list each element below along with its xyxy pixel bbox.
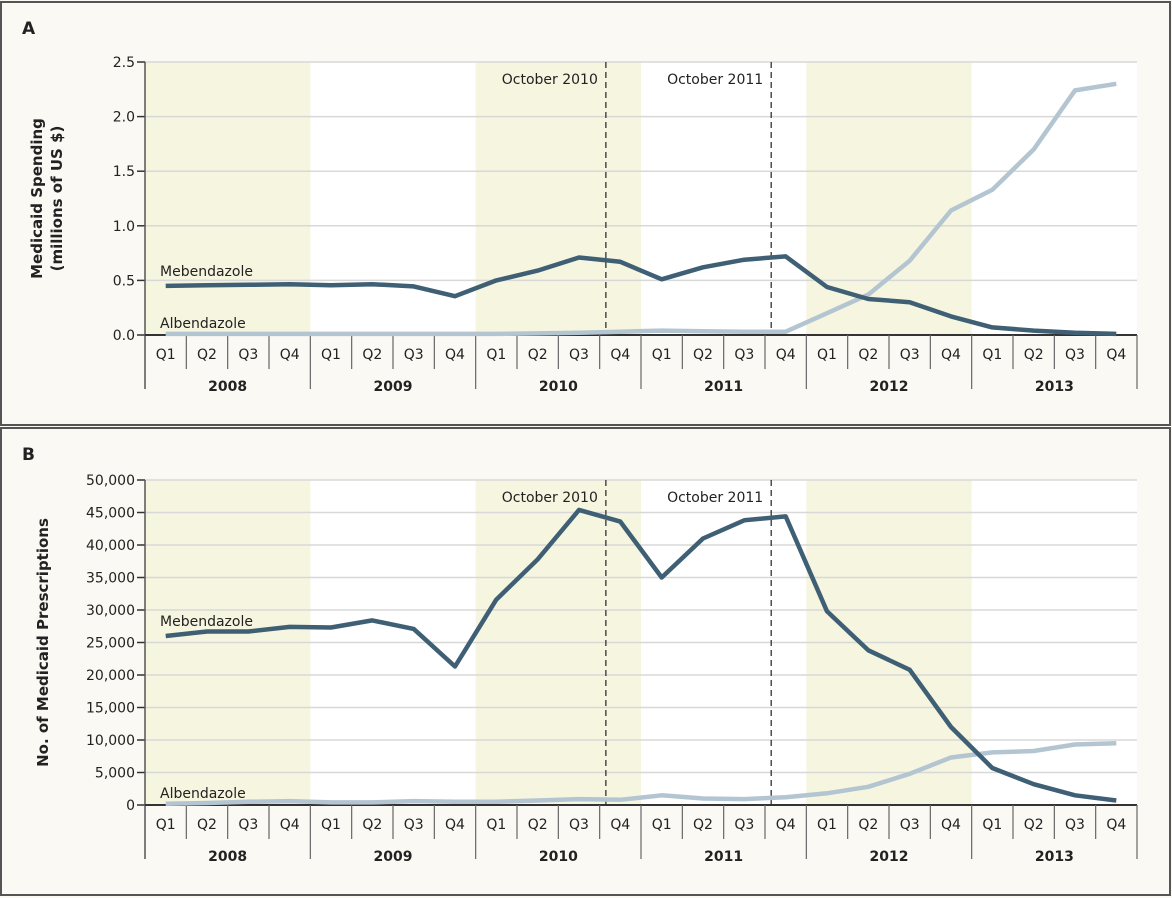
quarter-label: Q1 [982,347,1002,363]
quarter-label: Q2 [528,347,548,363]
series-label-albendazole: Albendazole [160,316,246,332]
quarter-label: Q4 [776,817,796,833]
quarter-label: Q3 [1065,347,1085,363]
quarter-label: Q2 [362,347,382,363]
year-label: 2013 [1035,379,1074,395]
y-tick-label: 25,000 [86,636,135,652]
quarter-label: Q2 [1024,817,1044,833]
quarter-label: Q1 [321,817,341,833]
quarter-label: Q2 [528,817,548,833]
year-label: 2008 [208,379,247,395]
event-label: October 2011 [667,72,763,88]
year-band [806,62,972,335]
quarter-label: Q3 [404,817,424,833]
quarter-label: Q3 [238,817,258,833]
quarter-label: Q3 [1065,817,1085,833]
series-line-albendazole [165,741,1117,806]
y-tick-label: 5,000 [95,766,135,782]
y-tick-label: 2.5 [113,55,135,71]
quarter-label: Q1 [817,347,837,363]
y-tick-label: 40,000 [86,538,135,554]
quarter-label: Q4 [445,347,465,363]
y-tick-label: 1.0 [113,219,135,235]
y-axis-label: (millions of US $) [48,126,66,272]
quarter-label: Q2 [197,817,217,833]
y-tick-label: 50,000 [86,473,135,489]
y-tick-label: 35,000 [86,571,135,587]
event-label: October 2010 [502,490,598,506]
year-label: 2012 [870,379,909,395]
quarter-label: Q4 [1106,817,1126,833]
y-tick-label: 45,000 [86,506,135,522]
quarter-label: Q2 [858,817,878,833]
quarter-label: Q2 [362,817,382,833]
quarter-label: Q1 [156,347,176,363]
quarter-label: Q4 [610,347,630,363]
quarter-label: Q1 [486,817,506,833]
year-label: 2013 [1035,849,1074,865]
y-tick-label: 20,000 [86,668,135,684]
quarter-label: Q4 [280,817,300,833]
series-line-mebendazole [165,507,1117,803]
y-tick-label: 30,000 [86,603,135,619]
quarter-label: Q2 [693,817,713,833]
quarter-label: Q4 [941,817,961,833]
quarter-label: Q3 [734,347,754,363]
panel-label: B [22,445,35,465]
year-label: 2011 [704,849,743,865]
event-label: October 2011 [667,490,763,506]
year-label: 2009 [374,849,413,865]
quarter-label: Q4 [776,347,796,363]
y-axis-label: No. of Medicaid Prescriptions [34,518,52,767]
y-tick-label: 1.5 [113,164,135,180]
quarter-label: Q3 [734,817,754,833]
year-label: 2010 [539,379,578,395]
year-label: 2011 [704,379,743,395]
y-tick-label: 0.0 [113,328,135,344]
quarter-label: Q4 [280,347,300,363]
year-label: 2012 [870,849,909,865]
quarter-label: Q3 [238,347,258,363]
quarter-label: Q3 [900,347,920,363]
y-axis-label: Medicaid Spending [28,118,46,279]
quarter-label: Q1 [652,817,672,833]
year-label: 2009 [374,379,413,395]
quarter-label: Q3 [569,817,589,833]
y-tick-label: 0 [126,798,135,814]
year-label: 2010 [539,849,578,865]
quarter-label: Q1 [982,817,1002,833]
quarter-label: Q3 [569,347,589,363]
y-tick-label: 10,000 [86,733,135,749]
quarter-label: Q4 [610,817,630,833]
year-band [475,62,641,335]
quarter-label: Q1 [156,817,176,833]
quarter-label: Q2 [858,347,878,363]
quarter-label: Q1 [486,347,506,363]
quarter-label: Q2 [197,347,217,363]
series-label-albendazole: Albendazole [160,786,246,802]
series-line-mebendazole [165,254,1117,337]
quarter-label: Q1 [652,347,672,363]
quarter-label: Q1 [321,347,341,363]
year-band [145,62,311,335]
y-tick-label: 0.5 [113,273,135,289]
series-label-mebendazole: Mebendazole [160,264,253,280]
quarter-label: Q4 [1106,347,1126,363]
series-label-mebendazole: Mebendazole [160,614,253,630]
series-line-albendazole [165,81,1117,337]
y-tick-label: 15,000 [86,701,135,717]
y-tick-label: 2.0 [113,110,135,126]
event-label: October 2010 [502,72,598,88]
quarter-label: Q2 [693,347,713,363]
quarter-label: Q3 [900,817,920,833]
year-label: 2008 [208,849,247,865]
quarter-label: Q3 [404,347,424,363]
quarter-label: Q2 [1024,347,1044,363]
quarter-label: Q1 [817,817,837,833]
quarter-label: Q4 [445,817,465,833]
panel-label: A [22,19,36,39]
quarter-label: Q4 [941,347,961,363]
